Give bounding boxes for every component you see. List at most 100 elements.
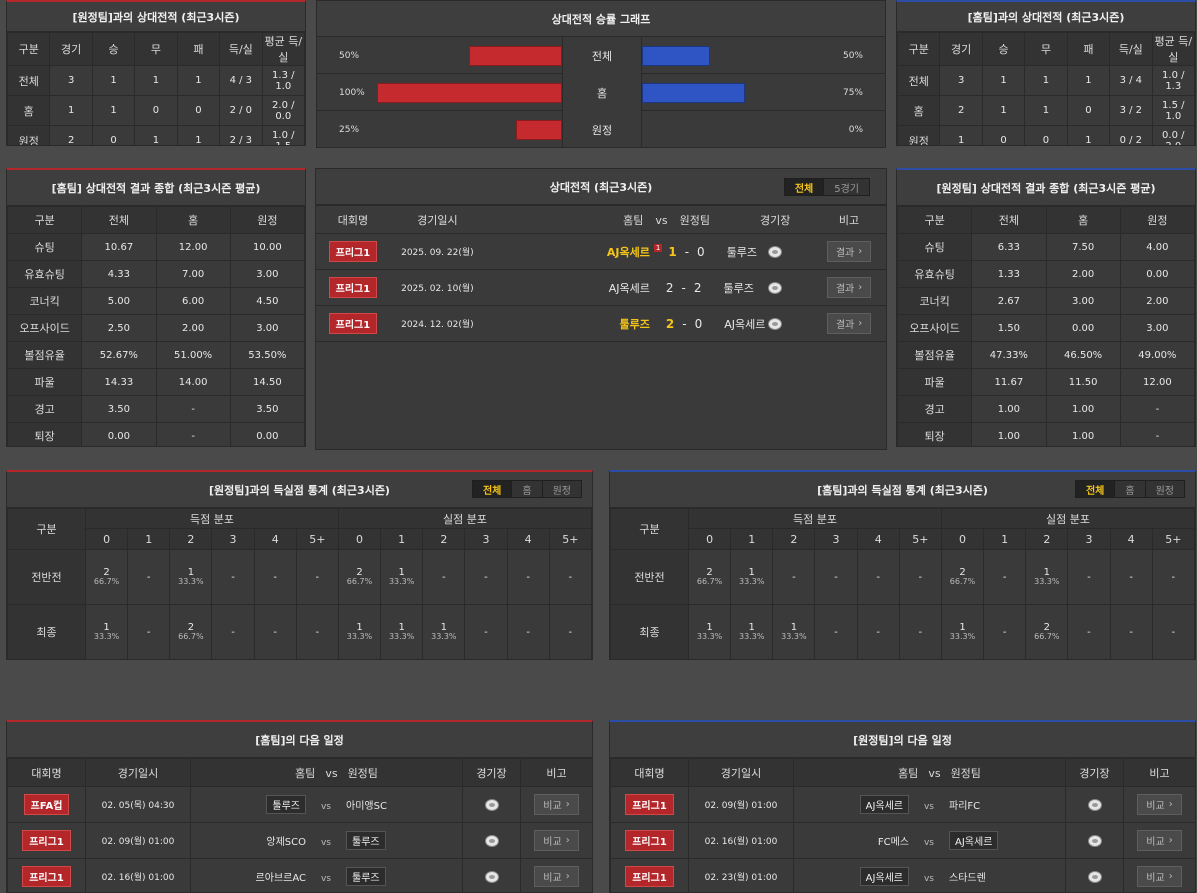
count: 2 (706, 567, 713, 579)
count: - (273, 571, 277, 583)
scored-cell: 1 33.3% (772, 604, 816, 659)
compare-label: 비교 (1146, 873, 1165, 884)
header-row: 구분 득점 분포 실점 분포 (7, 508, 592, 550)
score: 1-0 (668, 245, 704, 259)
stadium-icon[interactable] (484, 798, 499, 811)
conceded-cell: - (506, 549, 550, 605)
schedule-row: 프리그1 02. 16(월) 01:00 르아브르AC vs 툴루즈 비교 › (7, 858, 592, 892)
away-pct: 50% (842, 50, 863, 61)
tab-5-games[interactable]: 5경기 (834, 183, 859, 195)
col-header: 대회명 (7, 758, 86, 787)
match-row: 프리그1 2024. 12. 02(월) 툴루즈 2-0 AJ옥세르 결과 › (316, 305, 886, 342)
tab-all[interactable]: 전체 (784, 179, 825, 195)
stat-cell: 49.00% (1119, 341, 1195, 369)
header-row: 구분 전체 홈 원정 (897, 206, 1195, 234)
panel-title: [홈팀]의 다음 일정 (7, 722, 592, 758)
stat-cell: 2.00 (1045, 260, 1121, 288)
tab-away[interactable]: 원정 (1155, 485, 1174, 497)
stat-cell: 0 (91, 125, 136, 145)
result-label: 결과 (835, 248, 855, 259)
away-goals-title: [원정팀]과의 득실점 통계 (최근3시즌) (209, 483, 390, 497)
stadium-icon[interactable] (768, 281, 783, 294)
row-label: 코너킥 (7, 287, 83, 315)
stadium-icon[interactable] (768, 317, 783, 330)
compare-button[interactable]: 비교 › (534, 830, 579, 851)
col-header: 전체 (81, 206, 157, 234)
stat-cell: 4.33 (81, 260, 157, 288)
count: - (146, 626, 151, 638)
compare-button[interactable]: 비교 › (534, 794, 579, 815)
compare-label: 비교 (543, 837, 562, 848)
table-row: 유효슈팅 4.33 7.00 3.00 (7, 260, 305, 288)
stadium-icon[interactable] (768, 245, 783, 258)
tab-home[interactable]: 홈 (1115, 481, 1146, 497)
col-header: 원정팀 (679, 213, 710, 227)
compare-button[interactable]: 비교 › (1137, 830, 1182, 851)
stadium-icon[interactable] (484, 834, 499, 847)
note-cell: 결과 › (812, 305, 886, 342)
stadium-icon[interactable] (1087, 798, 1102, 811)
bucket-header: 4 (253, 528, 297, 550)
graph-row: 50% 50% 전체 (317, 37, 885, 74)
conceded-cell: 2 66.7% (337, 549, 382, 605)
compare-button[interactable]: 비교 › (534, 866, 579, 887)
league-badge: 프리그1 (328, 277, 378, 298)
league-cell: 프리그1 (7, 858, 86, 892)
table-row: 슈팅 6.33 7.50 4.00 (897, 233, 1195, 261)
count: 2 (187, 622, 195, 634)
row-label: 전반전 (7, 549, 86, 605)
home-team: AJ옥세르 (859, 795, 909, 814)
note-cell: 비교 › (520, 822, 592, 859)
col-header: 비고 (812, 205, 886, 234)
stat-cell: 3.00 (229, 260, 305, 288)
home-bar (377, 83, 562, 103)
col-header-group: 실점 분포 (940, 508, 1195, 529)
away-summary-table: 구분 전체 홈 원정 슈팅 6.33 7.50 4.00 유효슈팅 1.33 2.00 0.00 코너킥… (897, 206, 1195, 446)
graph-row-label: 전체 (562, 37, 642, 74)
score-dash: - (681, 280, 686, 295)
count: 2 (1043, 622, 1051, 634)
stadium-icon[interactable] (484, 870, 499, 883)
col-header: 원정팀 (347, 766, 378, 780)
count: - (918, 626, 923, 638)
count: 1 (356, 622, 363, 634)
col-header: 무 (1024, 32, 1068, 66)
header-row: 대회명 경기일시 홈팀 vs 원정팀 경기장 비고 (316, 205, 886, 234)
header-row: 0 1 2 3 4 5+ 0 1 2 3 4 5+ (611, 528, 1195, 550)
result-button[interactable]: 결과 › (826, 277, 872, 298)
score-dash: - (684, 244, 690, 259)
col-header: 구분 (7, 32, 51, 66)
percent: 33.3% (388, 632, 415, 642)
stadium-icon[interactable] (1087, 834, 1102, 847)
compare-button[interactable]: 비교 › (1137, 794, 1182, 815)
scored-cell: - (898, 604, 942, 659)
col-header: 승 (91, 32, 136, 66)
table-row: 파울 14.33 14.00 14.50 (7, 368, 305, 396)
stat-cell: 14.50 (229, 368, 305, 396)
conceded-cell: - (983, 549, 1027, 605)
tab-all[interactable]: 전체 (472, 481, 513, 497)
panel-title: [홈팀]과의 득실점 통계 (최근3시즌) 전체 홈 원정 (610, 472, 1195, 508)
vs-label: vs (320, 802, 331, 812)
scored-cell: 2 66.7% (169, 604, 213, 659)
stat-cell: 3.00 (229, 314, 305, 342)
note-cell: 결과 › (812, 233, 886, 270)
result-button[interactable]: 결과 › (826, 313, 872, 334)
tab-all[interactable]: 전체 (1075, 481, 1116, 497)
stadium-icon[interactable] (1087, 870, 1102, 883)
stat-cell: - (155, 422, 231, 446)
tab-home[interactable]: 홈 (512, 481, 543, 497)
home-team-wrap: 앙제SCO (191, 833, 306, 848)
league-badge: 프리그1 (625, 866, 674, 887)
note-cell: 비교 › (1123, 786, 1195, 823)
conceded-cell: - (548, 604, 592, 659)
home-team: FC메스 (877, 837, 909, 848)
stat-cell: 3.00 (1045, 287, 1121, 315)
col-header: 경기일시 (688, 758, 794, 787)
compare-button[interactable]: 비교 › (1137, 866, 1182, 887)
result-button[interactable]: 결과 › (826, 241, 872, 262)
scored-cell: - (856, 549, 900, 605)
tab-away[interactable]: 원정 (552, 485, 571, 497)
count: 2 (959, 567, 966, 579)
